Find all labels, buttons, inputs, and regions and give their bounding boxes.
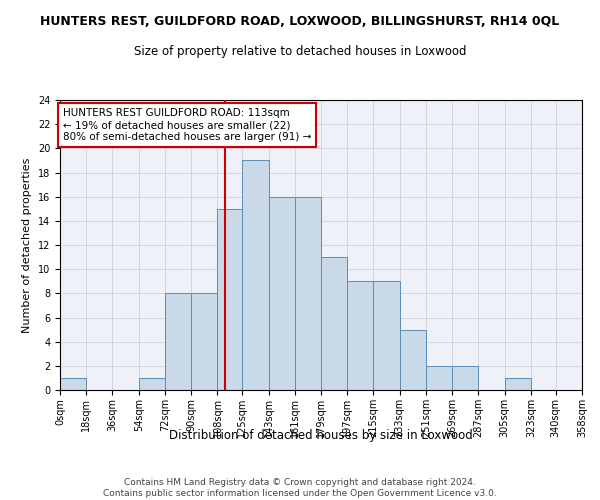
- Bar: [165, 294, 191, 390]
- Bar: [400, 330, 426, 390]
- Text: HUNTERS REST, GUILDFORD ROAD, LOXWOOD, BILLINGSHURST, RH14 0QL: HUNTERS REST, GUILDFORD ROAD, LOXWOOD, B…: [40, 15, 560, 28]
- Bar: [191, 294, 217, 390]
- Bar: [217, 209, 242, 390]
- Text: Size of property relative to detached houses in Loxwood: Size of property relative to detached ho…: [134, 45, 466, 58]
- Bar: [139, 378, 165, 390]
- Bar: [269, 196, 295, 390]
- Text: HUNTERS REST GUILDFORD ROAD: 113sqm
← 19% of detached houses are smaller (22)
80: HUNTERS REST GUILDFORD ROAD: 113sqm ← 19…: [63, 108, 311, 142]
- Bar: [295, 196, 321, 390]
- Y-axis label: Number of detached properties: Number of detached properties: [22, 158, 32, 332]
- Bar: [452, 366, 478, 390]
- Bar: [426, 366, 452, 390]
- Bar: [373, 281, 400, 390]
- Bar: [505, 378, 531, 390]
- Bar: [347, 281, 373, 390]
- Text: Distribution of detached houses by size in Loxwood: Distribution of detached houses by size …: [169, 428, 473, 442]
- Bar: [242, 160, 269, 390]
- Bar: [321, 257, 347, 390]
- Text: Contains HM Land Registry data © Crown copyright and database right 2024.
Contai: Contains HM Land Registry data © Crown c…: [103, 478, 497, 498]
- Bar: [60, 378, 86, 390]
